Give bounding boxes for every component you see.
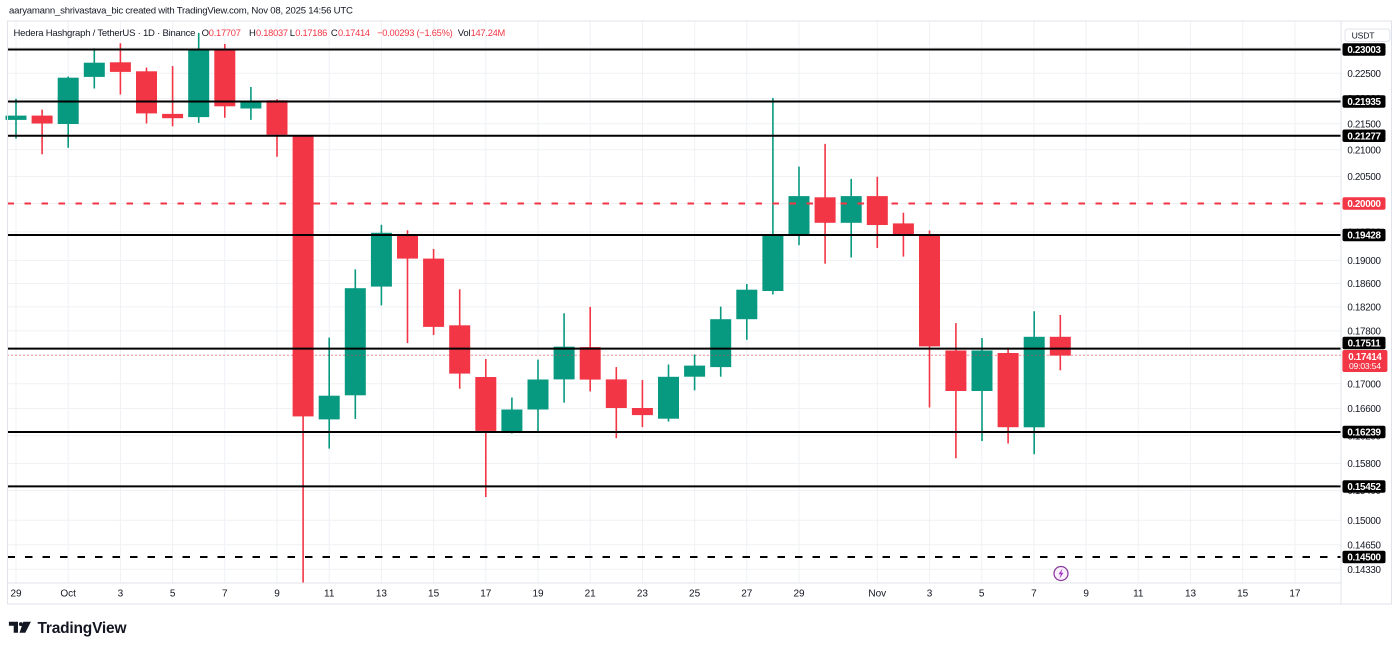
svg-text:0.21935: 0.21935 (1347, 97, 1381, 108)
svg-text:H: H (249, 28, 256, 39)
svg-text:5: 5 (170, 589, 176, 600)
svg-text:9: 9 (274, 589, 280, 600)
svg-text:0.17186: 0.17186 (295, 28, 327, 38)
svg-text:9: 9 (1083, 589, 1089, 600)
svg-text:147.24M: 147.24M (471, 28, 505, 38)
svg-text:−0.00293 (−1.65%): −0.00293 (−1.65%) (377, 28, 453, 38)
svg-text:11: 11 (1133, 589, 1144, 600)
svg-text:23: 23 (637, 589, 649, 600)
svg-text:0.15452: 0.15452 (1347, 482, 1381, 493)
svg-text:0.21500: 0.21500 (1347, 119, 1381, 130)
svg-text:29: 29 (793, 589, 805, 600)
svg-text:29: 29 (10, 589, 22, 600)
svg-text:17: 17 (480, 589, 492, 600)
svg-text:0.19428: 0.19428 (1347, 231, 1381, 242)
svg-text:3: 3 (118, 589, 124, 600)
svg-text:3: 3 (927, 589, 933, 600)
svg-text:15: 15 (1237, 589, 1249, 600)
svg-text:0.23003: 0.23003 (1347, 45, 1381, 56)
svg-text:0.15000: 0.15000 (1347, 516, 1381, 527)
svg-text:5: 5 (979, 589, 985, 600)
svg-text:0.17707: 0.17707 (209, 28, 241, 38)
svg-text:0.17511: 0.17511 (1348, 339, 1382, 350)
svg-text:0.18037: 0.18037 (256, 28, 288, 38)
svg-text:0.16600: 0.16600 (1347, 404, 1381, 415)
svg-text:O: O (202, 28, 209, 39)
svg-text:0.18200: 0.18200 (1347, 303, 1381, 314)
svg-text:0.18600: 0.18600 (1347, 279, 1381, 290)
svg-text:0.17414: 0.17414 (338, 28, 370, 38)
svg-text:0.19000: 0.19000 (1347, 256, 1381, 267)
svg-text:7: 7 (1031, 589, 1037, 600)
svg-text:0.17000: 0.17000 (1347, 379, 1381, 390)
svg-text:USDT: USDT (1352, 31, 1376, 41)
svg-text:TradingView: TradingView (38, 620, 128, 637)
svg-text:0.17800: 0.17800 (1347, 327, 1381, 338)
svg-text:11: 11 (324, 589, 335, 600)
svg-text:7: 7 (222, 589, 228, 600)
svg-text:C: C (331, 28, 338, 39)
svg-text:21: 21 (585, 589, 597, 600)
svg-text:0.14650: 0.14650 (1347, 540, 1381, 551)
svg-text:25: 25 (689, 589, 701, 600)
svg-text:13: 13 (376, 589, 388, 600)
svg-text:15: 15 (428, 589, 440, 600)
svg-text:0.14500: 0.14500 (1347, 553, 1381, 564)
svg-text:Vol: Vol (458, 28, 471, 39)
svg-text:0.22500: 0.22500 (1347, 69, 1381, 80)
svg-text:Nov: Nov (868, 589, 886, 600)
svg-text:17: 17 (1289, 589, 1301, 600)
svg-text:0.20000: 0.20000 (1347, 199, 1381, 210)
svg-text:19: 19 (532, 589, 544, 600)
svg-text:0.16239: 0.16239 (1347, 428, 1381, 439)
svg-text:0.15800: 0.15800 (1347, 459, 1381, 470)
svg-text:13: 13 (1185, 589, 1197, 600)
svg-text:0.21277: 0.21277 (1347, 131, 1381, 142)
svg-text:Oct: Oct (60, 589, 76, 600)
svg-text:0.17414: 0.17414 (1348, 352, 1382, 363)
svg-text:aaryamann_shrivastava_bic crea: aaryamann_shrivastava_bic created with T… (9, 6, 353, 17)
svg-text:Hedera Hashgraph / TetherUS ·: Hedera Hashgraph / TetherUS · 1D · Binan… (14, 28, 196, 39)
svg-text:0.20500: 0.20500 (1347, 172, 1381, 183)
svg-text:0.21000: 0.21000 (1347, 145, 1381, 156)
svg-text:27: 27 (741, 589, 753, 600)
svg-text:0.14330: 0.14330 (1347, 565, 1381, 576)
svg-text:09:03:54: 09:03:54 (1349, 361, 1381, 371)
svg-text:L: L (290, 28, 295, 39)
